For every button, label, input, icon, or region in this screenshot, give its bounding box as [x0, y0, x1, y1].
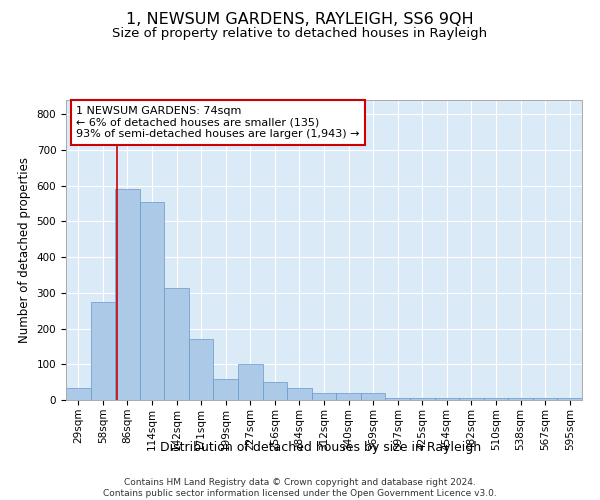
- Text: Distribution of detached houses by size in Rayleigh: Distribution of detached houses by size …: [160, 441, 482, 454]
- Bar: [91, 302, 115, 400]
- Bar: [361, 393, 385, 400]
- Bar: [66, 388, 91, 400]
- Bar: [557, 398, 582, 400]
- Bar: [214, 378, 238, 400]
- Bar: [115, 190, 140, 400]
- Bar: [336, 393, 361, 400]
- Text: Size of property relative to detached houses in Rayleigh: Size of property relative to detached ho…: [112, 28, 488, 40]
- Bar: [410, 398, 434, 400]
- Bar: [287, 388, 312, 400]
- Y-axis label: Number of detached properties: Number of detached properties: [18, 157, 31, 343]
- Text: Contains HM Land Registry data © Crown copyright and database right 2024.
Contai: Contains HM Land Registry data © Crown c…: [103, 478, 497, 498]
- Bar: [434, 398, 459, 400]
- Bar: [484, 398, 508, 400]
- Bar: [238, 364, 263, 400]
- Bar: [164, 288, 189, 400]
- Bar: [508, 398, 533, 400]
- Bar: [459, 398, 484, 400]
- Text: 1 NEWSUM GARDENS: 74sqm
← 6% of detached houses are smaller (135)
93% of semi-de: 1 NEWSUM GARDENS: 74sqm ← 6% of detached…: [76, 106, 360, 139]
- Text: 1, NEWSUM GARDENS, RAYLEIGH, SS6 9QH: 1, NEWSUM GARDENS, RAYLEIGH, SS6 9QH: [126, 12, 474, 28]
- Bar: [263, 382, 287, 400]
- Bar: [385, 398, 410, 400]
- Bar: [140, 202, 164, 400]
- Bar: [189, 340, 214, 400]
- Bar: [533, 398, 557, 400]
- Bar: [312, 393, 336, 400]
